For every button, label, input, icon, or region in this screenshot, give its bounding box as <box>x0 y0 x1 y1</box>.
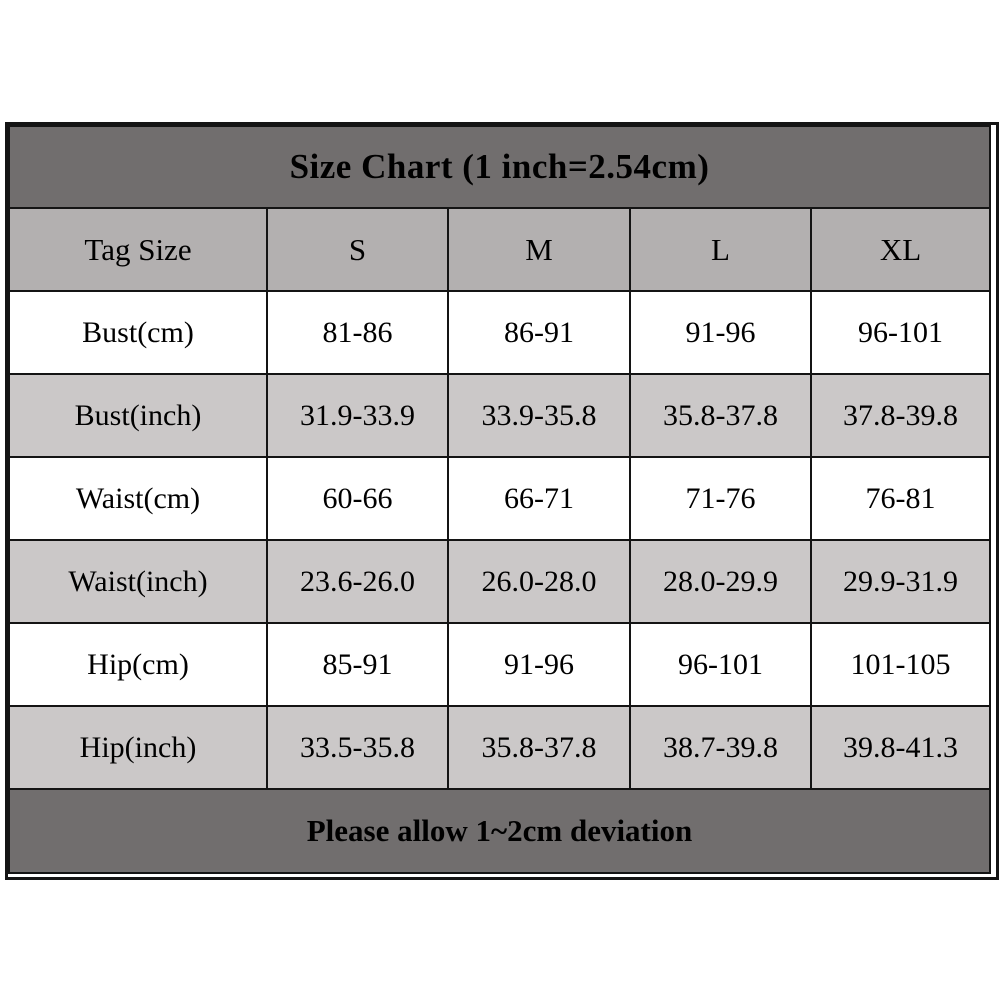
cell: 33.9-35.8 <box>447 373 631 458</box>
cell: 66-71 <box>447 456 631 541</box>
cell: 38.7-39.8 <box>629 705 812 790</box>
table-title: Size Chart (1 inch=2.54cm) <box>8 125 991 209</box>
column-header-xl: XL <box>810 207 991 292</box>
title-row: Size Chart (1 inch=2.54cm) <box>8 125 991 209</box>
row-label: Bust(inch) <box>8 373 268 458</box>
footer-row: Please allow 1~2cm deviation <box>8 788 991 874</box>
deviation-note: Please allow 1~2cm deviation <box>8 788 991 874</box>
header-row: Tag Size S M L XL <box>8 207 991 292</box>
cell: 28.0-29.9 <box>629 539 812 624</box>
cell: 37.8-39.8 <box>810 373 991 458</box>
column-header-m: M <box>447 207 631 292</box>
cell: 31.9-33.9 <box>266 373 449 458</box>
table-row-hip-cm: Hip(cm) 85-91 91-96 96-101 101-105 <box>8 622 991 707</box>
cell: 35.8-37.8 <box>447 705 631 790</box>
table-row-waist-cm: Waist(cm) 60-66 66-71 71-76 76-81 <box>8 456 991 541</box>
cell: 23.6-26.0 <box>266 539 449 624</box>
cell: 39.8-41.3 <box>810 705 991 790</box>
column-header-tag-size: Tag Size <box>8 207 268 292</box>
cell: 86-91 <box>447 290 631 375</box>
size-chart-table: Size Chart (1 inch=2.54cm) Tag Size S M … <box>5 122 999 880</box>
cell: 29.9-31.9 <box>810 539 991 624</box>
row-label: Bust(cm) <box>8 290 268 375</box>
row-label: Waist(cm) <box>8 456 268 541</box>
table-row-bust-cm: Bust(cm) 81-86 86-91 91-96 96-101 <box>8 290 991 375</box>
cell: 96-101 <box>810 290 991 375</box>
cell: 85-91 <box>266 622 449 707</box>
cell: 91-96 <box>447 622 631 707</box>
cell: 76-81 <box>810 456 991 541</box>
table-row-bust-inch: Bust(inch) 31.9-33.9 33.9-35.8 35.8-37.8… <box>8 373 991 458</box>
row-label: Hip(inch) <box>8 705 268 790</box>
column-header-s: S <box>266 207 449 292</box>
table-row-hip-inch: Hip(inch) 33.5-35.8 35.8-37.8 38.7-39.8 … <box>8 705 991 790</box>
cell: 33.5-35.8 <box>266 705 449 790</box>
cell: 26.0-28.0 <box>447 539 631 624</box>
row-label: Hip(cm) <box>8 622 268 707</box>
table-row-waist-inch: Waist(inch) 23.6-26.0 26.0-28.0 28.0-29.… <box>8 539 991 624</box>
cell: 91-96 <box>629 290 812 375</box>
cell: 60-66 <box>266 456 449 541</box>
size-table: Size Chart (1 inch=2.54cm) Tag Size S M … <box>8 125 991 874</box>
cell: 96-101 <box>629 622 812 707</box>
column-header-l: L <box>629 207 812 292</box>
cell: 101-105 <box>810 622 991 707</box>
cell: 71-76 <box>629 456 812 541</box>
cell: 35.8-37.8 <box>629 373 812 458</box>
cell: 81-86 <box>266 290 449 375</box>
row-label: Waist(inch) <box>8 539 268 624</box>
